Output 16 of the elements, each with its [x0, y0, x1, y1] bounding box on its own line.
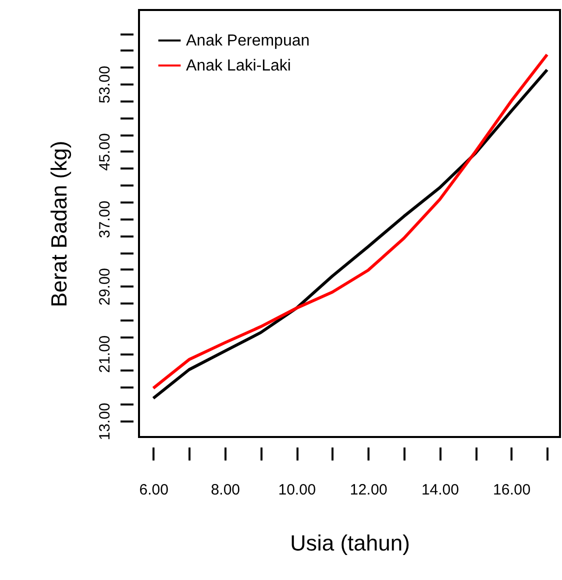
- y-tick-label: 13.00: [96, 402, 114, 440]
- x-tick-label: 8.00: [210, 482, 240, 498]
- legend-label: Anak Laki-Laki: [186, 58, 291, 74]
- x-axis-title: Usia (tahun): [290, 530, 410, 556]
- x-tick-label: 16.00: [493, 482, 531, 498]
- x-tick-label: 6.00: [139, 482, 168, 498]
- y-tick-label: 21.00: [96, 335, 114, 373]
- y-tick-label: 29.00: [96, 268, 114, 306]
- y-tick-label: 37.00: [96, 200, 114, 238]
- x-tick-label: 14.00: [421, 482, 459, 498]
- x-tick-label: 10.00: [278, 482, 316, 498]
- legend-label: Anak Perempuan: [186, 32, 310, 50]
- y-tick-label: 53.00: [96, 66, 114, 104]
- y-tick-label: 45.00: [96, 133, 114, 171]
- y-axis-title: Berat Badan (kg): [46, 140, 72, 308]
- x-tick-label: 12.00: [350, 482, 388, 498]
